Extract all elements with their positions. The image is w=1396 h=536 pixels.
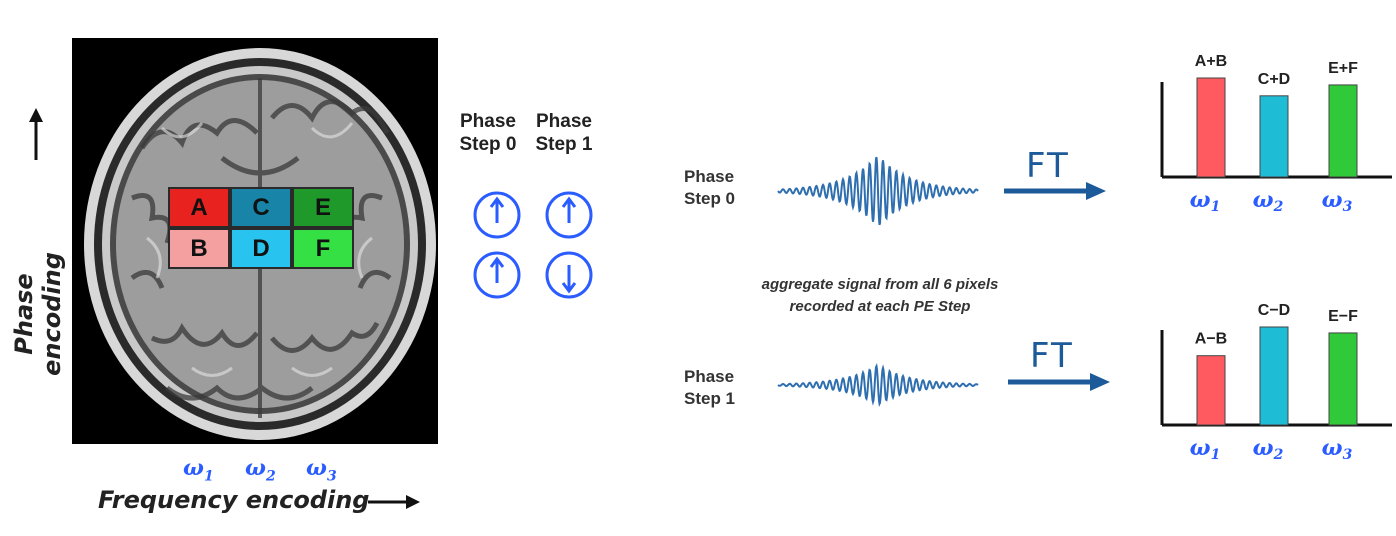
bar-data-label: C−D <box>1258 302 1290 319</box>
pixel-cell-b: B <box>168 228 230 269</box>
phase-circle-down-icon <box>545 251 593 299</box>
ft-arrow-0-icon <box>1004 182 1106 200</box>
bar-1 <box>1196 77 1226 178</box>
bar-3 <box>1328 84 1358 178</box>
omega-1-label: ω1 <box>183 455 214 485</box>
x-tick-label: ω2 <box>1253 187 1284 215</box>
wave-path <box>777 362 979 408</box>
bar-3 <box>1328 332 1358 426</box>
phase-circles <box>473 191 593 299</box>
pixel-cell-c: C <box>230 187 292 228</box>
bar-1 <box>1196 355 1226 426</box>
bar-chart-1: A−B ω1 C−D ω2 E−F ω3 <box>1160 302 1392 463</box>
bar-2 <box>1259 95 1289 178</box>
omega-3-label: ω3 <box>306 455 337 485</box>
pixel-cell-e: E <box>292 187 354 228</box>
x-tick-label: ω1 <box>1190 187 1221 215</box>
ft-arrow-1-icon <box>1008 373 1110 391</box>
omega-2-label: ω2 <box>245 455 276 485</box>
phase-encoding-label: Phase encoding <box>10 252 66 376</box>
signal-row-0-label: Phase Step 0 <box>684 167 736 208</box>
brain-mri-image: A C E B D F <box>72 38 438 444</box>
bar-data-label: E−F <box>1328 308 1358 325</box>
ft-label-0: FT <box>1026 146 1070 186</box>
bar-2 <box>1259 326 1289 426</box>
phase-arrow-icon <box>29 108 43 160</box>
bar-data-label: E+F <box>1328 60 1358 77</box>
pixel-grid: A C E B D F <box>168 187 354 269</box>
bar-data-label: A−B <box>1195 331 1227 348</box>
bar-data-label: C+D <box>1258 71 1290 88</box>
x-tick-label: ω3 <box>1322 187 1353 215</box>
signal-wave-1 <box>777 362 979 408</box>
signal-wave-0 <box>777 156 979 226</box>
x-tick-label: ω3 <box>1322 435 1353 463</box>
x-tick-label: ω2 <box>1253 435 1284 463</box>
signal-row-1-label: Phase Step 1 <box>684 367 736 408</box>
phase-circle-up-icon <box>473 191 521 239</box>
bar-data-label: A+B <box>1195 53 1227 70</box>
phase-step-0-header: Phase Step 0 <box>459 111 517 155</box>
frequency-arrow-icon <box>368 495 420 509</box>
frequency-encoding-label: Frequency encoding <box>98 486 370 514</box>
x-tick-label: ω1 <box>1190 435 1221 463</box>
pixel-cell-a: A <box>168 187 230 228</box>
pixel-cell-d: D <box>230 228 292 269</box>
phase-encoding-axis: Phase encoding <box>10 100 66 390</box>
pixel-cell-f: F <box>292 228 354 269</box>
phase-circle-up-icon <box>545 191 593 239</box>
phase-circle-up-icon <box>473 251 521 299</box>
aggregate-signal-caption: aggregate signal from all 6 pixels record… <box>761 276 999 315</box>
phase-step-1-header: Phase Step 1 <box>535 111 593 155</box>
bar-chart-0: A+B ω1 C+D ω2 E+F ω3 <box>1160 53 1392 215</box>
wave-path <box>777 156 979 226</box>
ft-label-1: FT <box>1030 336 1074 376</box>
